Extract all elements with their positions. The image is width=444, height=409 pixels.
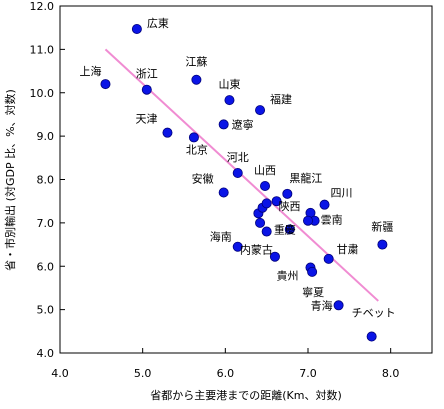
point-label-6: 天津	[135, 113, 157, 126]
point-label-14: 陝西	[278, 200, 300, 213]
point-label-19: 内蒙古	[240, 243, 273, 257]
point-label-1: 上海	[79, 64, 101, 78]
data-point-18	[232, 241, 243, 252]
data-point-24	[366, 331, 377, 342]
point-label-21: 貴州	[276, 269, 298, 283]
data-point-5	[255, 105, 266, 116]
data-point-4	[224, 95, 235, 106]
data-point-13	[319, 199, 330, 210]
point-label-22: 寧夏	[302, 285, 324, 299]
point-label-23: 青海	[311, 298, 333, 312]
point-label-17: 新疆	[371, 220, 393, 234]
y-tick-label-2: 6.0	[37, 260, 55, 273]
x-tick-label-2: 6.0	[217, 367, 235, 380]
x-tick-label-4: 8.0	[382, 367, 400, 380]
point-label-16: 重慶	[274, 222, 296, 236]
data-point-6	[162, 127, 173, 138]
y-tick-label-7: 11.0	[30, 43, 55, 56]
data-point-11	[260, 181, 271, 192]
point-label-20: 甘粛	[337, 243, 359, 256]
point-label-5: 福建	[270, 92, 292, 106]
data-point-23	[333, 300, 344, 311]
y-tick-label-4: 8.0	[37, 174, 55, 187]
data-point-31	[302, 215, 313, 226]
y-tick-label-6: 10.0	[30, 87, 55, 100]
data-point-7	[218, 119, 229, 130]
point-label-7: 遼寧	[232, 117, 254, 131]
x-axis-ticks: 4.0 5.0 6.0 7.0 8.0	[51, 348, 399, 380]
point-label-11: 山西	[254, 164, 276, 177]
data-point-12	[282, 188, 293, 199]
x-tick-label-3: 7.0	[299, 367, 317, 380]
y-tick-label-5: 9.0	[37, 130, 55, 143]
data-point-17	[377, 239, 388, 250]
data-point-19	[269, 251, 280, 262]
point-label-2: 浙江	[136, 68, 158, 81]
x-tick-label-1: 5.0	[134, 367, 152, 380]
y-axis-label: 省・市別輸出 (対GDP 比、%、対数)	[3, 89, 17, 271]
point-label-18: 海南	[210, 230, 232, 244]
data-points	[100, 23, 388, 342]
y-tick-label-1: 5.0	[37, 304, 55, 317]
y-tick-label-8: 12.0	[30, 0, 55, 13]
data-point-1	[100, 79, 111, 90]
data-point-0	[131, 23, 142, 34]
data-point-8	[188, 132, 199, 143]
data-point-28	[271, 196, 282, 207]
data-point-29	[255, 217, 266, 228]
point-label-10: 安徽	[192, 172, 214, 186]
point-label-24: チベット	[352, 307, 396, 320]
data-point-10	[218, 187, 229, 198]
x-tick-label-0: 4.0	[51, 367, 69, 380]
data-point-30	[261, 226, 272, 237]
point-label-9: 河北	[227, 151, 249, 164]
point-label-8: 北京	[186, 142, 208, 156]
data-point-2	[141, 84, 152, 95]
y-tick-label-0: 4.0	[37, 347, 55, 360]
data-point-3	[191, 74, 202, 85]
point-label-13: 四川	[331, 187, 353, 200]
point-label-15: 雲南	[321, 214, 343, 227]
y-axis-ticks: 4.0 5.0 6.0 7.0 8.0 9.0 10.0 11.0 12.0	[30, 0, 65, 360]
point-label-3: 江蘇	[185, 56, 207, 69]
data-point-9	[232, 167, 243, 178]
data-point-16	[284, 224, 295, 235]
data-point-27	[261, 198, 272, 209]
y-tick-label-3: 7.0	[37, 217, 55, 230]
data-point-20	[323, 253, 334, 264]
point-label-4: 山東	[218, 78, 240, 91]
point-label-12: 黒龍江	[289, 171, 322, 185]
point-label-0: 広東	[147, 17, 169, 30]
data-point-22	[307, 266, 318, 277]
x-axis-label: 省都から主要港までの距離(Km、対数)	[150, 388, 342, 402]
